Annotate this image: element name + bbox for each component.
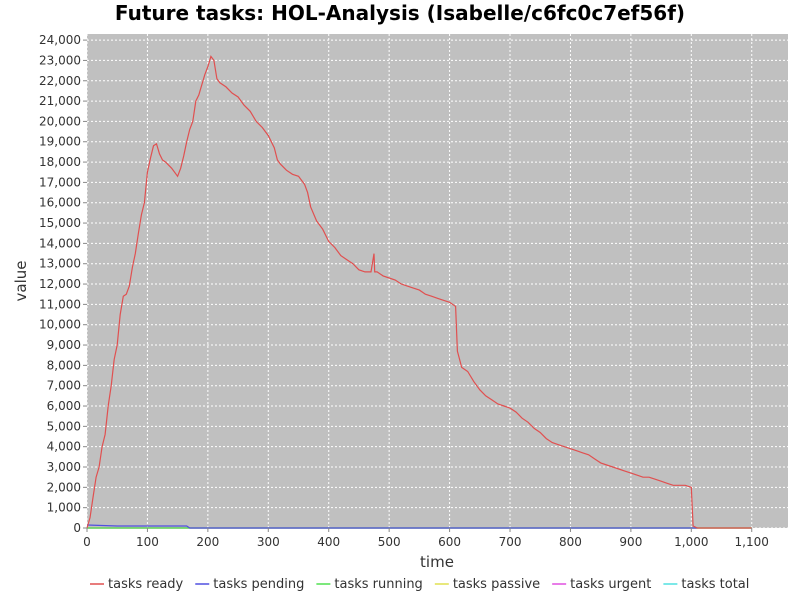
- legend-label: tasks urgent: [570, 577, 651, 592]
- y-tick-label: 19,000: [39, 135, 81, 149]
- y-tick-label: 13,000: [39, 257, 81, 271]
- legend-item: tasks running: [316, 577, 423, 592]
- legend-label: tasks total: [681, 577, 749, 592]
- legend-label: tasks running: [334, 577, 422, 592]
- legend-item: tasks urgent: [552, 577, 651, 592]
- x-tick-label: 800: [559, 535, 582, 549]
- y-tick-label: 17,000: [39, 175, 81, 189]
- y-tick-label: 12,000: [39, 277, 81, 291]
- x-tick-label: 1,000: [674, 535, 708, 549]
- legend-label: tasks pending: [213, 577, 304, 592]
- x-axis-label: time: [420, 553, 454, 571]
- y-tick-label: 4,000: [47, 440, 81, 454]
- y-axis-label: value: [12, 261, 30, 302]
- y-tick-label: 23,000: [39, 53, 81, 67]
- y-tick-label: 22,000: [39, 74, 81, 88]
- y-tick-label: 21,000: [39, 94, 81, 108]
- y-tick-label: 14,000: [39, 236, 81, 250]
- y-tick-label: 0: [73, 521, 81, 535]
- y-tick-label: 1,000: [47, 501, 81, 515]
- y-tick-label: 10,000: [39, 318, 81, 332]
- y-tick-label: 11,000: [39, 297, 81, 311]
- legend-label: tasks passive: [453, 577, 540, 592]
- y-tick-label: 18,000: [39, 155, 81, 169]
- y-tick-label: 20,000: [39, 114, 81, 128]
- x-tick-label: 300: [257, 535, 280, 549]
- y-tick-label: 7,000: [47, 379, 81, 393]
- y-tick-label: 6,000: [47, 399, 81, 413]
- x-tick-label: 600: [438, 535, 461, 549]
- chart-title: Future tasks: HOL-Analysis (Isabelle/c6f…: [115, 1, 685, 25]
- x-tick-label: 100: [136, 535, 159, 549]
- x-tick-label: 400: [317, 535, 340, 549]
- y-tick-label: 3,000: [47, 460, 81, 474]
- y-tick-label: 24,000: [39, 33, 81, 47]
- x-tick-label: 200: [196, 535, 219, 549]
- plot-area: [87, 34, 788, 528]
- y-tick-label: 9,000: [47, 338, 81, 352]
- x-tick-label: 900: [619, 535, 642, 549]
- series-line: [86, 524, 698, 529]
- x-tick-label: 0: [83, 535, 91, 549]
- x-tick-label: 500: [378, 535, 401, 549]
- x-tick-label: 700: [499, 535, 522, 549]
- legend-item: tasks pending: [195, 577, 304, 592]
- legend-label: tasks ready: [108, 577, 184, 592]
- y-tick-label: 2,000: [47, 480, 81, 494]
- y-tick-label: 8,000: [47, 358, 81, 372]
- legend-item: tasks passive: [434, 577, 540, 592]
- y-tick-label: 15,000: [39, 216, 81, 230]
- y-tick-label: 16,000: [39, 196, 81, 210]
- series-line: [86, 55, 752, 529]
- legend-item: tasks ready: [90, 577, 184, 592]
- y-tick-label: 5,000: [47, 419, 81, 433]
- legend-item: tasks total: [663, 577, 749, 592]
- x-tick-label: 1,100: [735, 535, 769, 549]
